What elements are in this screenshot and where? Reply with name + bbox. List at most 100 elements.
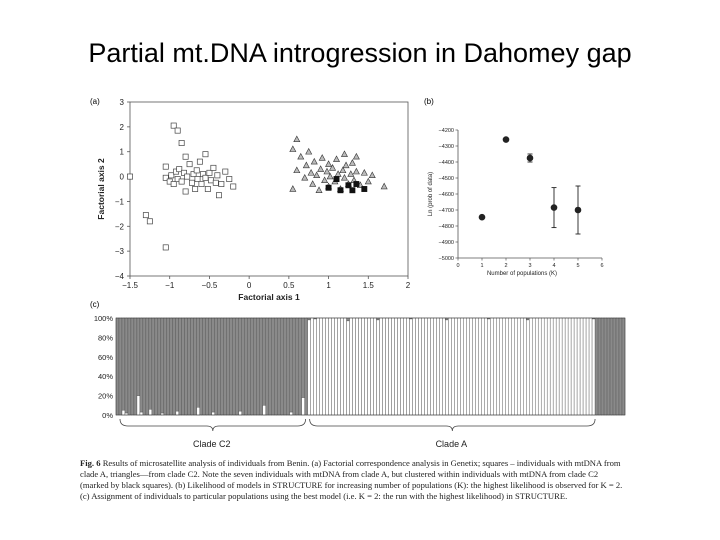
bar-segment-gray [612, 317, 617, 416]
bar-segment-white [175, 410, 180, 416]
bar-segment-white [448, 317, 452, 416]
bar-segment-white [543, 317, 548, 416]
data-point-triangle [333, 155, 341, 162]
data-point-triangle [301, 173, 309, 181]
y-tick-label: −2 [115, 222, 125, 231]
data-point-square [186, 161, 193, 168]
bar-segment-gray [244, 317, 248, 416]
bar-segment-white [514, 317, 518, 416]
data-point-square [190, 171, 197, 178]
data-point-square [181, 169, 187, 176]
bar-segment-white [463, 317, 467, 416]
bar-segment-white [442, 317, 446, 416]
bar-segment-white [391, 317, 395, 416]
x-tick-label: 5 [576, 263, 579, 269]
y-tick-label: −4700 [439, 208, 454, 214]
bar-segment-white [508, 317, 512, 416]
bar-segment-white [319, 317, 323, 416]
bar-segment-white [532, 317, 536, 416]
bar-segment-white [427, 317, 431, 416]
bar-segment-white [582, 317, 587, 416]
bar-segment-white [469, 317, 473, 416]
data-point-triangle [325, 160, 333, 167]
bar-segment-white [466, 317, 470, 416]
bar-segment-white [445, 319, 449, 416]
bar-segment-gray [172, 317, 177, 416]
y-tick-label: 40% [98, 372, 113, 381]
data-point-square [214, 172, 221, 179]
bar-segment-white [388, 317, 392, 416]
bar-segment-gray [346, 317, 350, 322]
structure-barplot-c: 0% 20% 40% 60% 80% 100% Clade C2 Clade A [94, 314, 626, 449]
group-label-clade-c2: Clade C2 [193, 439, 231, 449]
data-point-square [176, 166, 183, 173]
bar-segment-gray [241, 317, 245, 416]
bar-segment-white [358, 317, 362, 416]
bar-segment-gray [166, 317, 171, 416]
x-tick-label: 0.5 [283, 281, 295, 290]
bar-segment-gray [621, 317, 626, 416]
bar-segment-white [316, 317, 320, 416]
bar-segment-gray [157, 317, 162, 416]
y-tick-label: 3 [120, 98, 125, 107]
bar-segment-white [418, 317, 422, 416]
bar-segment-gray [262, 317, 266, 406]
bar-segment-white [196, 407, 201, 416]
bar-segment-gray [277, 317, 281, 416]
bar-segment-gray [600, 317, 605, 416]
bar-segment-gray [304, 317, 308, 416]
data-point [478, 213, 486, 221]
bar-segment-gray [220, 317, 224, 416]
bar-segment-white [567, 317, 572, 416]
bar-segment-gray [202, 317, 206, 416]
figure-caption: Fig. 6 Results of microsatellite analysi… [80, 458, 625, 502]
bar-segment-white [340, 317, 344, 416]
bar-segment-gray [205, 317, 209, 416]
x-tick-label: 1.5 [363, 281, 375, 290]
bar-segment-white [346, 320, 350, 416]
data-point-square [202, 151, 209, 158]
bar-segment-white [367, 317, 371, 416]
data-point-triangle [305, 147, 313, 155]
data-point-triangle [340, 173, 348, 181]
x-tick-label: −1 [165, 281, 175, 290]
y-tick-label: −1 [115, 197, 125, 206]
bar-segment-white [373, 317, 377, 416]
data-point-triangle [352, 167, 360, 175]
panel-c-label: (c) [90, 300, 100, 309]
data-point-filled-square [345, 182, 352, 189]
data-point-square [198, 181, 205, 187]
bar-segment-gray [160, 317, 165, 414]
bar-segment-white [301, 397, 305, 416]
y-tick-label: −4600 [439, 192, 454, 198]
bar-segment-gray [181, 317, 185, 416]
bar-segment-white [591, 318, 596, 416]
bar-segment-gray [235, 317, 239, 416]
bar-segment-gray [250, 317, 254, 416]
data-point-filled-square [325, 184, 332, 191]
data-point-triangle [297, 152, 305, 160]
clade-a-brace [309, 418, 596, 432]
bar-segment-white [487, 318, 491, 416]
y-tick-label: −4300 [439, 144, 454, 150]
bar-segment-gray [295, 317, 299, 416]
x-tick-label: −0.5 [202, 281, 218, 290]
bar-segment-white [546, 317, 551, 416]
bar-segment-white [331, 317, 335, 416]
bar-segment-gray [283, 317, 287, 416]
data-point-square [178, 178, 185, 185]
bar-segment-white [579, 317, 584, 416]
data-point-square [216, 192, 222, 199]
panel-b-label: (b) [424, 97, 434, 106]
bar-segment-white [433, 317, 437, 416]
bar-segment-white [349, 317, 353, 416]
bar-segment-white [352, 317, 356, 416]
bar-segment-white [561, 317, 566, 416]
bar-segment-white [588, 317, 593, 416]
bar-segment-gray [127, 317, 132, 416]
data-point-square [168, 172, 175, 179]
bar-segment-gray [214, 317, 218, 416]
bar-segment-gray [175, 317, 180, 412]
bar-segment-gray [301, 317, 305, 398]
bar-segment-gray [603, 317, 608, 416]
